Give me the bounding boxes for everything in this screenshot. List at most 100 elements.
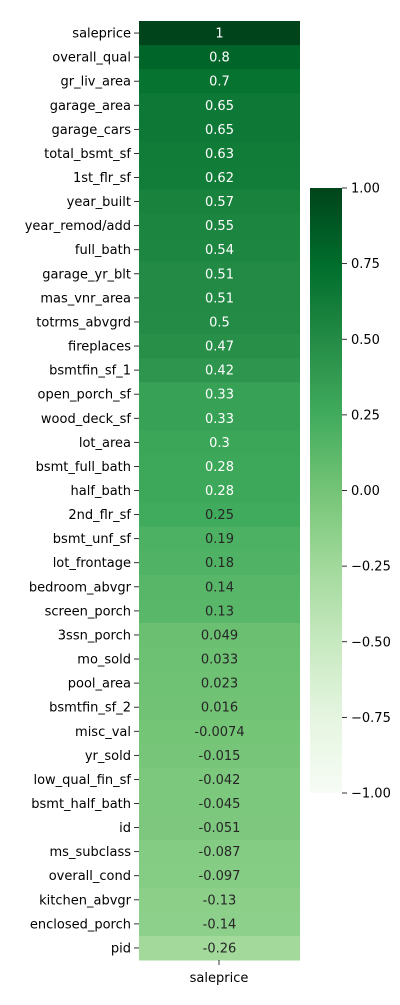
heatmap-cell [139,695,300,720]
cell-value-label: 0.65 [205,123,234,138]
row-label: mo_sold [77,653,131,668]
row-label: garage_yr_blt [42,267,131,282]
colorbar-tick-label: −1.00 [351,787,391,802]
cell-value-label: -0.087 [199,845,241,860]
row-label: pool_area [68,677,131,692]
cell-value-label: 0.54 [205,243,234,258]
cell-value-label: -0.051 [199,821,241,836]
heatmap-cell [139,478,300,504]
cell-value-label: 0.18 [205,556,234,571]
cell-value-label: 0.033 [201,653,238,668]
row-label: kitchen_abvgr [39,893,132,908]
row-label: fireplaces [68,340,131,355]
colorbar-tick-label: −0.50 [351,635,391,650]
cell-value-label: 1 [215,27,223,42]
heatmap-cell [139,574,300,600]
row-label: bsmt_half_bath [31,797,131,812]
row-label: total_bsmt_sf [44,147,131,162]
cell-value-label: -0.042 [199,773,241,788]
heatmap-cell [139,334,300,359]
row-label: mas_vnr_area [40,291,131,306]
row-label: bedroom_abvgr [29,580,132,595]
heatmap-cell [139,815,300,841]
row-label: lot_area [79,436,131,451]
row-label: totrms_abvgrd [36,315,131,330]
colorbar-tick-label: 0.25 [351,408,380,423]
heatmap-cell [139,261,300,287]
cell-value-label: 0.47 [205,340,234,355]
heatmap-cell [139,309,300,335]
row-label: 3ssn_porch [58,628,131,643]
colorbar-gradient [310,188,342,793]
cell-value-label: 0.016 [201,701,238,716]
cell-value-label: 0.3 [209,436,230,451]
heatmap-cell [139,69,300,94]
row-label: half_bath [71,484,131,499]
heatmap-cell [139,454,300,479]
cell-value-label: 0.7 [209,75,230,90]
cell-value-label: -0.13 [203,893,237,908]
heatmap-cell [139,358,300,383]
colorbar-tick-label: 0.00 [351,484,380,499]
heatmap-cell [139,237,300,263]
heatmap-cell [139,647,300,672]
row-label: yr_sold [85,749,131,764]
heatmap-cell [139,285,300,311]
cell-value-label: 0.25 [205,508,234,523]
cell-value-label: 0.65 [205,99,234,114]
row-label: gr_liv_area [60,75,131,90]
row-label: open_porch_sf [38,388,132,403]
row-label: overall_qual [52,51,131,66]
cell-value-label: -0.097 [199,869,241,884]
cell-value-label: 0.62 [205,171,234,186]
cell-value-label: -0.14 [203,917,237,932]
row-label: screen_porch [45,604,131,619]
cell-value-label: 0.57 [205,195,234,210]
heatmap-cell [139,887,300,913]
heatmap-cell [139,550,300,576]
row-label: ms_subclass [50,845,132,860]
row-label: garage_area [50,99,131,114]
heatmap-cell [139,526,300,552]
cell-value-label: 0.51 [205,291,234,306]
row-label: 2nd_flr_sf [68,508,131,523]
heatmap-cell [139,671,300,696]
x-tick-label: saleprice [190,971,249,986]
heatmap-cell [139,117,300,142]
heatmap-cell [139,743,300,768]
heatmap-cell [139,719,300,744]
row-label: garage_cars [51,123,131,138]
row-labels: saleprice overall_qual gr_liv_area garage_a… [25,27,139,956]
row-label: wood_deck_sf [41,412,131,427]
heatmap-cell [139,839,300,865]
heatmap-cell [139,189,300,215]
row-label: bsmt_full_bath [36,460,131,475]
cell-value-label: 0.023 [201,677,238,692]
row-label: bsmtfin_sf_1 [49,364,131,379]
cell-value-label: -0.015 [199,749,241,764]
heatmap-cell [139,622,300,648]
heatmap-cell [139,165,300,191]
cell-value-label: -0.045 [199,797,241,812]
row-label: full_bath [75,243,131,258]
heatmap-cell [139,863,300,889]
cell-value-label: 0.33 [205,412,234,427]
row-label: pid [111,941,131,956]
heatmap-cell [139,767,300,792]
row-label: enclosed_porch [30,917,131,932]
row-label: bsmt_unf_sf [53,532,132,547]
row-label: bsmtfin_sf_2 [49,701,131,716]
heatmap-cell [139,21,300,46]
cell-value-label: 0.28 [205,484,234,499]
colorbar-tick-label: 0.50 [351,333,380,348]
row-label: saleprice [72,27,131,42]
heatmap-cell [139,430,300,455]
cell-value-label: 0.33 [205,388,234,403]
colorbar-tick-label: 0.75 [351,257,380,272]
colorbar-tick-label: 1.00 [351,182,380,197]
cell-value-label: 0.51 [205,267,234,282]
cell-value-label: 0.14 [205,580,234,595]
colorbar: 1.00 0.75 0.50 0.25 0.00 −0.25 −0.50 −0.75 −1.00 [310,182,391,802]
